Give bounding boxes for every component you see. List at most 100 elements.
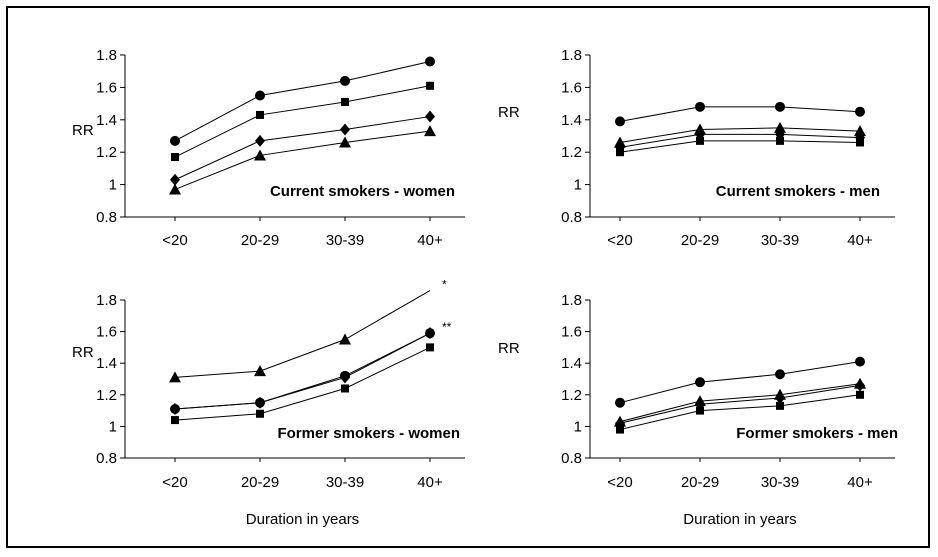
- data-point-triangle: [169, 371, 181, 383]
- data-point-square: [616, 148, 624, 157]
- x-axis-label: Duration in years: [246, 511, 359, 528]
- series-line: [174, 130, 431, 190]
- data-point-triangle: [774, 121, 786, 133]
- y-tick-label: 0.8: [96, 209, 117, 226]
- x-tick-label: 40+: [417, 232, 443, 249]
- data-point-diamond: [170, 403, 180, 416]
- data-point-diamond: [255, 396, 265, 409]
- series-line: [619, 383, 861, 423]
- data-point-square: [341, 384, 349, 393]
- data-point-square: [171, 153, 179, 162]
- x-tick-label: <20: [162, 232, 187, 249]
- series-diamond: **: [170, 320, 452, 416]
- data-point-circle: [775, 101, 785, 112]
- data-point-circle: [170, 135, 180, 146]
- y-tick-label: 1.4: [561, 355, 582, 372]
- data-point-diamond: [255, 134, 265, 147]
- y-tick-label: 1.8: [561, 292, 582, 309]
- y-tick-label: 1: [109, 418, 117, 435]
- data-point-triangle: [169, 183, 181, 195]
- y-tick-label: 1.2: [561, 387, 582, 404]
- series-line: [174, 346, 431, 421]
- y-tick-label: 1.8: [96, 292, 117, 309]
- panel-title: Former smokers - women: [277, 425, 460, 442]
- y-tick-label: 1.4: [96, 355, 117, 372]
- series-line: [174, 332, 431, 410]
- x-tick-label: 40+: [417, 474, 443, 491]
- data-point-circle: [855, 106, 865, 117]
- data-point-circle: [425, 56, 435, 67]
- data-point-circle: [775, 369, 785, 380]
- data-point-diamond: [855, 379, 865, 392]
- y-tick-label: 1.6: [96, 324, 117, 341]
- series-line: [174, 332, 431, 410]
- panel-title: Current smokers - women: [270, 183, 455, 200]
- series-square: [171, 343, 434, 425]
- y-tick-label: 1: [574, 418, 582, 435]
- data-point-square: [616, 425, 624, 434]
- x-tick-label: 30-39: [761, 232, 799, 249]
- panel-title: Current smokers - men: [716, 183, 880, 200]
- data-point-diamond: [170, 173, 180, 186]
- data-point-square: [856, 138, 864, 147]
- data-point-triangle: [424, 125, 436, 137]
- y-axis-label: RR: [498, 340, 520, 357]
- x-tick-label: 20-29: [681, 474, 719, 491]
- y-tick-label: 1.4: [561, 112, 582, 129]
- chart-panel-1: 0.8 1 1.2 1.4 1.6 1.8 <20 20-29 30-39 40+ RR Curren…: [72, 47, 465, 249]
- data-point-circle: [695, 377, 705, 388]
- data-point-square: [256, 409, 264, 418]
- data-point-circle: [695, 101, 705, 112]
- y-axis-label: RR: [72, 344, 94, 361]
- series-line: [619, 127, 861, 143]
- y-tick-label: 1.4: [96, 112, 117, 129]
- data-point-square: [776, 136, 784, 145]
- data-point-square: [426, 343, 434, 352]
- series-circle: [170, 56, 435, 146]
- x-tick-label: 40+: [847, 232, 873, 249]
- x-tick-label: 20-29: [681, 232, 719, 249]
- data-point-diamond: [425, 110, 435, 123]
- y-tick-label: 1: [109, 177, 117, 194]
- data-point-diamond: [340, 371, 350, 384]
- data-point-square: [856, 390, 864, 399]
- series-triangle: [169, 125, 436, 195]
- y-tick-label: 1.6: [96, 79, 117, 96]
- y-tick-label: 0.8: [561, 209, 582, 226]
- x-tick-label: <20: [607, 474, 632, 491]
- series-line: [619, 133, 861, 148]
- y-axis-label: RR: [72, 122, 94, 139]
- series-line: [619, 394, 861, 431]
- x-tick-label: <20: [607, 232, 632, 249]
- data-point-diamond: [425, 327, 435, 340]
- data-point-triangle: [854, 125, 866, 137]
- y-tick-label: 1.6: [561, 324, 582, 341]
- data-point-square: [696, 406, 704, 415]
- data-point-square: [171, 416, 179, 425]
- data-point-triangle: [254, 365, 266, 377]
- y-tick-label: 0.8: [96, 450, 117, 467]
- series-circle: [615, 356, 865, 408]
- series-line: [174, 290, 431, 378]
- data-point-circle: [255, 90, 265, 101]
- series-annotation: *: [442, 278, 447, 292]
- data-point-square: [776, 401, 784, 410]
- chart-panel-4: 0.8 1 1.2 1.4 1.6 1.8 <20 20-29 30-39 40+ RR Former…: [498, 292, 898, 528]
- y-tick-label: 1.8: [96, 47, 117, 64]
- series-square: [616, 390, 864, 434]
- series-triangle: [614, 377, 866, 427]
- x-tick-label: 30-39: [761, 474, 799, 491]
- x-tick-label: 30-39: [326, 474, 364, 491]
- x-tick-label: 20-29: [241, 474, 279, 491]
- data-point-triangle: [254, 149, 266, 161]
- series-diamond: [170, 110, 435, 186]
- y-tick-label: 1.8: [561, 47, 582, 64]
- chart-panel-2: 0.8 1 1.2 1.4 1.6 1.8 <20 20-29 30-39 40+ RR Curren…: [498, 47, 895, 249]
- series-square: [171, 81, 434, 162]
- series-line: [619, 361, 861, 404]
- y-tick-label: 1: [574, 177, 582, 194]
- x-tick-label: 40+: [847, 474, 873, 491]
- data-point-circle: [855, 356, 865, 367]
- series-line: [174, 60, 431, 142]
- series-line: [174, 85, 431, 158]
